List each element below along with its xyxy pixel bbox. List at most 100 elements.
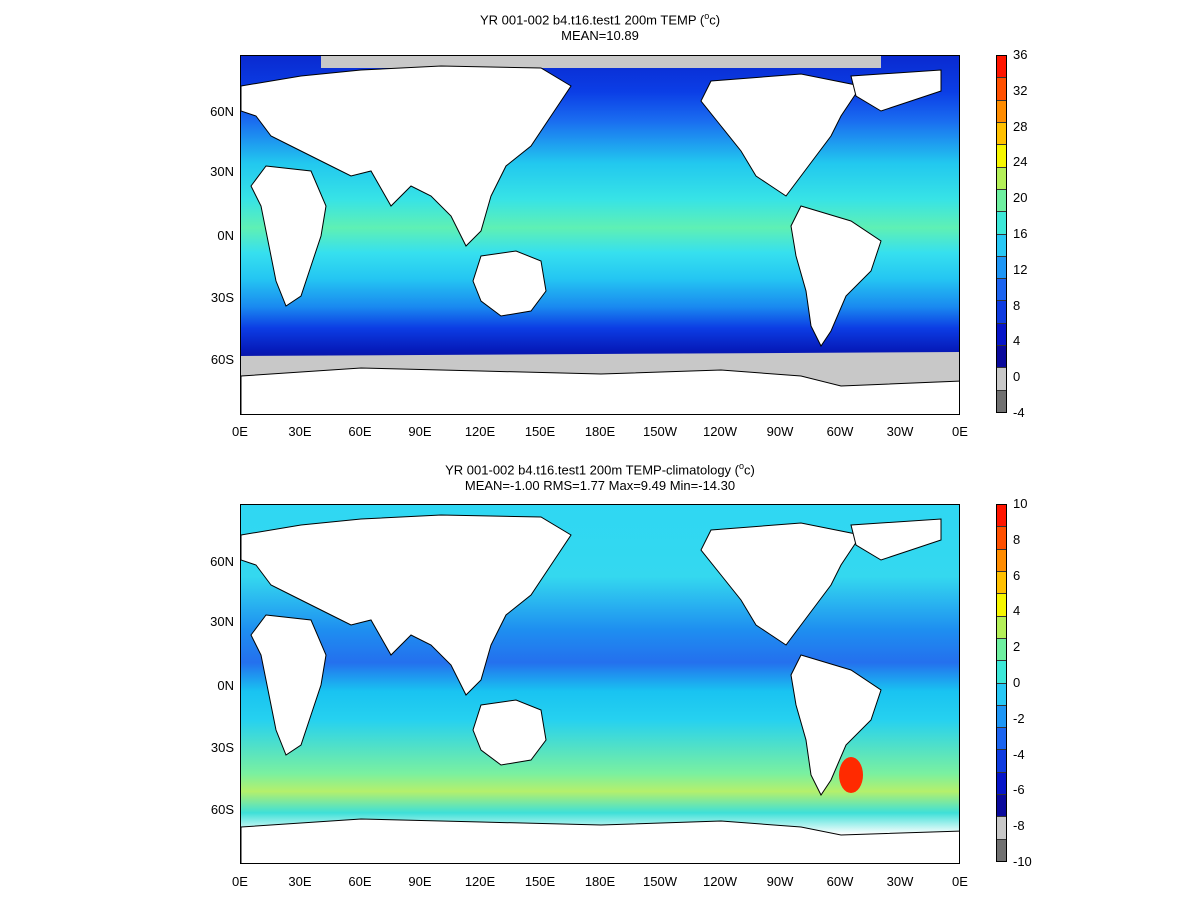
lon-label: 120W xyxy=(703,424,737,439)
panel2-lat-label: 60N xyxy=(210,554,234,569)
panel1-lat-label: 30S xyxy=(210,290,234,305)
colorbar-tick-label: -4 xyxy=(1013,405,1025,420)
panel1-south-america xyxy=(790,205,882,347)
colorbar-segment xyxy=(997,683,1006,706)
panel1-australia xyxy=(472,250,547,317)
lon-label: 120E xyxy=(464,874,496,889)
colorbar-segment xyxy=(997,661,1006,684)
colorbar-tick-label: 6 xyxy=(1013,567,1021,583)
colorbar-tick-label: -4 xyxy=(1013,746,1025,762)
colorbar-segment xyxy=(997,772,1006,796)
colorbar-segment xyxy=(997,56,1006,79)
colorbar-segment xyxy=(997,638,1006,662)
panel2-africa xyxy=(250,614,327,756)
panel2-hotspot xyxy=(839,757,863,793)
panel2-title-unit: c) xyxy=(744,462,755,478)
lon-label: 90E xyxy=(408,424,432,439)
colorbar-tick-label: 24 xyxy=(1013,154,1028,170)
panel1-africa xyxy=(250,165,327,307)
lon-label: 60W xyxy=(826,424,854,439)
panel1-lat-label: 60N xyxy=(210,104,234,119)
lon-label: 60E xyxy=(348,424,372,439)
panel2-antarctica xyxy=(241,818,959,863)
colorbar-segment xyxy=(997,527,1006,550)
colorbar-segment xyxy=(997,795,1006,818)
lon-label: 180E xyxy=(584,874,616,889)
colorbar-segment xyxy=(997,256,1006,280)
panel2-colorbar xyxy=(996,504,1007,862)
colorbar-segment xyxy=(997,571,1006,595)
lon-label: 30E xyxy=(288,424,312,439)
colorbar-segment xyxy=(997,817,1006,840)
lon-label: 150W xyxy=(643,874,677,889)
colorbar-segment xyxy=(997,212,1006,235)
lon-label: 0E xyxy=(232,874,248,889)
panel2-lat-label: 60S xyxy=(210,802,234,817)
lon-label: 0E xyxy=(952,874,968,889)
colorbar-tick-label: -10 xyxy=(1013,854,1032,869)
panel1-lat-label: 30N xyxy=(210,164,234,179)
colorbar-segment xyxy=(997,122,1006,146)
lon-label: 30E xyxy=(288,874,312,889)
panel1-title: YR 001-002 b4.t16.test1 200m TEMP (oc) xyxy=(0,8,1200,28)
colorbar-segment xyxy=(997,728,1006,751)
colorbar-segment xyxy=(997,390,1006,412)
lon-label: 0E xyxy=(232,424,248,439)
panel2-greenland xyxy=(850,518,942,561)
panel2-eurasia xyxy=(241,514,572,696)
panel1-lat-label: 0N xyxy=(217,228,234,243)
colorbar-segment xyxy=(997,145,1006,168)
colorbar-segment xyxy=(997,100,1006,123)
lon-label: 0E xyxy=(952,424,968,439)
lon-label: 60W xyxy=(826,874,854,889)
colorbar-segment xyxy=(997,594,1006,617)
colorbar-tick-label: -6 xyxy=(1013,782,1025,798)
colorbar-tick-label: 28 xyxy=(1013,118,1028,134)
panel2-lat-label: 30S xyxy=(210,740,234,755)
panel1-north-america xyxy=(700,73,862,197)
panel2-north-america xyxy=(700,522,862,646)
colorbar-tick-label: -8 xyxy=(1013,818,1025,834)
panel2-landmask xyxy=(241,514,959,863)
panel1-colorbar xyxy=(996,55,1007,413)
colorbar-segment xyxy=(997,167,1006,190)
lon-label: 120W xyxy=(703,874,737,889)
panel1-title-text: YR 001-002 b4.t16.test1 200m TEMP ( xyxy=(479,12,705,28)
lon-label: 90W xyxy=(766,874,794,889)
lon-label: 60E xyxy=(348,874,372,889)
lon-label: 150E xyxy=(524,874,556,889)
colorbar-tick-label: 4 xyxy=(1013,333,1021,349)
colorbar-segment xyxy=(997,839,1006,861)
colorbar-segment xyxy=(997,189,1006,213)
colorbar-segment xyxy=(997,505,1006,528)
panel1-greenland xyxy=(850,69,942,112)
panel2-map xyxy=(240,504,960,864)
colorbar-segment xyxy=(997,549,1006,572)
colorbar-segment xyxy=(997,705,1006,729)
lon-label: 30W xyxy=(886,424,914,439)
colorbar-tick-label: 8 xyxy=(1013,531,1021,547)
colorbar-tick-label: 32 xyxy=(1013,82,1028,98)
panel2-lat-label: 0N xyxy=(217,678,234,693)
colorbar-segment xyxy=(997,301,1006,324)
colorbar-segment xyxy=(997,234,1006,257)
panel2-title-text: YR 001-002 b4.t16.test1 200m TEMP-climat… xyxy=(445,462,739,478)
colorbar-segment xyxy=(997,616,1006,639)
colorbar-tick-label: 12 xyxy=(1013,261,1028,277)
lon-label: 150W xyxy=(643,424,677,439)
colorbar-segment xyxy=(997,750,1006,773)
colorbar-tick-label: 20 xyxy=(1013,190,1028,206)
panel1-lat-label: 60S xyxy=(210,352,234,367)
panel1-map xyxy=(240,55,960,415)
panel2-south-america xyxy=(790,654,882,796)
colorbar-tick-label: 36 xyxy=(1013,47,1028,62)
panel2-subtitle: MEAN=-1.00 RMS=1.77 Max=9.49 Min=-14.30 xyxy=(464,478,736,493)
colorbar-tick-label: 2 xyxy=(1013,639,1021,655)
colorbar-tick-label: 0 xyxy=(1013,369,1021,385)
colorbar-segment xyxy=(997,368,1006,391)
colorbar-tick-label: 4 xyxy=(1013,603,1021,619)
colorbar-tick-label: 8 xyxy=(1013,297,1021,313)
colorbar-segment xyxy=(997,78,1006,101)
panel1-arctic-mask xyxy=(321,56,881,68)
panel1-antarctica xyxy=(241,367,959,414)
